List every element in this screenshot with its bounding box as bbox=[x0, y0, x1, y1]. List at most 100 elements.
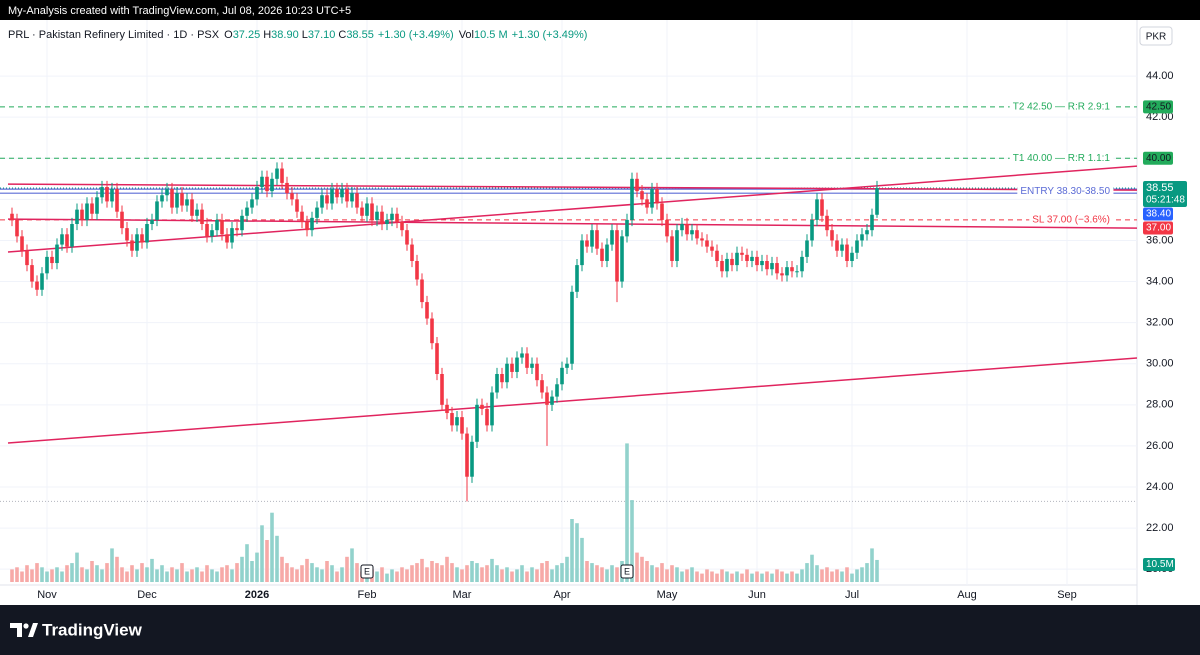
volume-bar bbox=[385, 573, 389, 582]
volume-bar bbox=[405, 569, 409, 582]
volume-bar bbox=[445, 556, 449, 582]
candle-body bbox=[235, 228, 239, 231]
candle-body bbox=[140, 234, 144, 243]
candle-body bbox=[630, 178, 634, 220]
volume-bar bbox=[350, 548, 354, 582]
candle-body bbox=[330, 189, 334, 204]
level-tag-bg bbox=[1143, 100, 1173, 114]
x-tick-label: Feb bbox=[358, 589, 377, 601]
trendline bbox=[7, 183, 1137, 191]
volume-bar bbox=[655, 567, 659, 582]
candle-body bbox=[710, 246, 714, 251]
candle-body bbox=[260, 176, 264, 188]
legend-value: 37.10 bbox=[308, 29, 336, 41]
candle-body bbox=[320, 195, 324, 208]
volume-bar bbox=[305, 558, 309, 582]
candle-body bbox=[230, 228, 234, 243]
volume-bar bbox=[830, 571, 834, 582]
candle-body bbox=[745, 254, 749, 261]
candle-body bbox=[65, 234, 69, 247]
candle-body bbox=[240, 215, 244, 231]
volume-bar bbox=[460, 569, 464, 582]
event-label: E bbox=[364, 566, 370, 576]
volume-bar bbox=[870, 548, 874, 582]
candle-body bbox=[135, 234, 139, 251]
candle-body bbox=[650, 189, 654, 208]
event-label: E bbox=[624, 566, 630, 576]
candle-body bbox=[815, 199, 819, 220]
volume-bar bbox=[665, 569, 669, 582]
candle-body bbox=[410, 244, 414, 261]
x-tick-label: Nov bbox=[37, 589, 57, 601]
candle-body bbox=[90, 203, 94, 214]
candle-body bbox=[800, 256, 804, 272]
candle-body bbox=[75, 209, 79, 225]
y-tick-label: 24.00 bbox=[1146, 481, 1174, 493]
candle-body bbox=[225, 234, 229, 243]
candle-body bbox=[720, 260, 724, 272]
candle-body bbox=[210, 230, 214, 237]
candle-body bbox=[670, 236, 674, 261]
volume-bar bbox=[390, 569, 394, 582]
volume-bar bbox=[725, 571, 729, 582]
candle-body bbox=[390, 213, 394, 220]
candle-body bbox=[405, 230, 409, 245]
candle-body bbox=[790, 267, 794, 272]
volume-bar bbox=[235, 563, 239, 582]
volume-bar bbox=[255, 552, 259, 582]
candle-body bbox=[25, 250, 29, 266]
legend: PRL · Pakistan Refinery Limited · 1D · P… bbox=[8, 29, 587, 41]
candle-body bbox=[660, 203, 664, 220]
volume-bar bbox=[450, 563, 454, 582]
volume-bar bbox=[355, 563, 359, 582]
candle-body bbox=[165, 189, 169, 196]
candle-body bbox=[380, 211, 384, 225]
candle-body bbox=[865, 230, 869, 235]
volume-bar bbox=[805, 563, 809, 582]
candle-body bbox=[565, 363, 569, 368]
candle-body bbox=[215, 219, 219, 231]
candle-body bbox=[570, 291, 574, 364]
volume-bar bbox=[605, 569, 609, 582]
volume-bar bbox=[525, 571, 529, 582]
candle-body bbox=[750, 256, 754, 261]
volume-bar bbox=[45, 571, 49, 582]
volume-bar bbox=[585, 561, 589, 582]
candle-body bbox=[665, 219, 669, 237]
candle-body bbox=[680, 224, 684, 231]
candle-body bbox=[145, 224, 149, 243]
volume-bar bbox=[150, 558, 154, 582]
volume-bar bbox=[600, 567, 604, 582]
entry-label: ENTRY 38.30-38.50 bbox=[1020, 186, 1110, 197]
candle-body bbox=[185, 199, 189, 206]
currency: PKR bbox=[1146, 32, 1167, 43]
volume-bar bbox=[590, 563, 594, 582]
volume-bar bbox=[645, 561, 649, 582]
level-label-bg bbox=[1009, 101, 1114, 113]
candle-body bbox=[325, 195, 329, 204]
countdown: 05:21:48 bbox=[1146, 195, 1185, 206]
candle-body bbox=[310, 217, 314, 231]
candle-body bbox=[620, 236, 624, 282]
volume-bar bbox=[540, 563, 544, 582]
volume-bar bbox=[865, 563, 869, 582]
volume-tag-bg bbox=[1143, 557, 1175, 571]
volume-bar bbox=[65, 565, 69, 582]
volume-bar bbox=[545, 561, 549, 582]
candle-body bbox=[475, 404, 479, 442]
volume-bar bbox=[190, 569, 194, 582]
candle-body bbox=[110, 189, 114, 202]
footer bbox=[0, 605, 1200, 655]
volume-bar bbox=[750, 573, 754, 582]
candle-body bbox=[730, 258, 734, 266]
candle-body bbox=[770, 263, 774, 270]
volume-bar bbox=[170, 567, 174, 582]
volume-bar bbox=[245, 544, 249, 582]
volume-bar bbox=[480, 567, 484, 582]
legend-change: +1.30 (+3.49%) bbox=[512, 29, 588, 41]
candle-body bbox=[220, 219, 224, 235]
volume-bar bbox=[680, 571, 684, 582]
candle-body bbox=[560, 367, 564, 385]
candle-body bbox=[180, 193, 184, 206]
candle-body bbox=[525, 353, 529, 368]
